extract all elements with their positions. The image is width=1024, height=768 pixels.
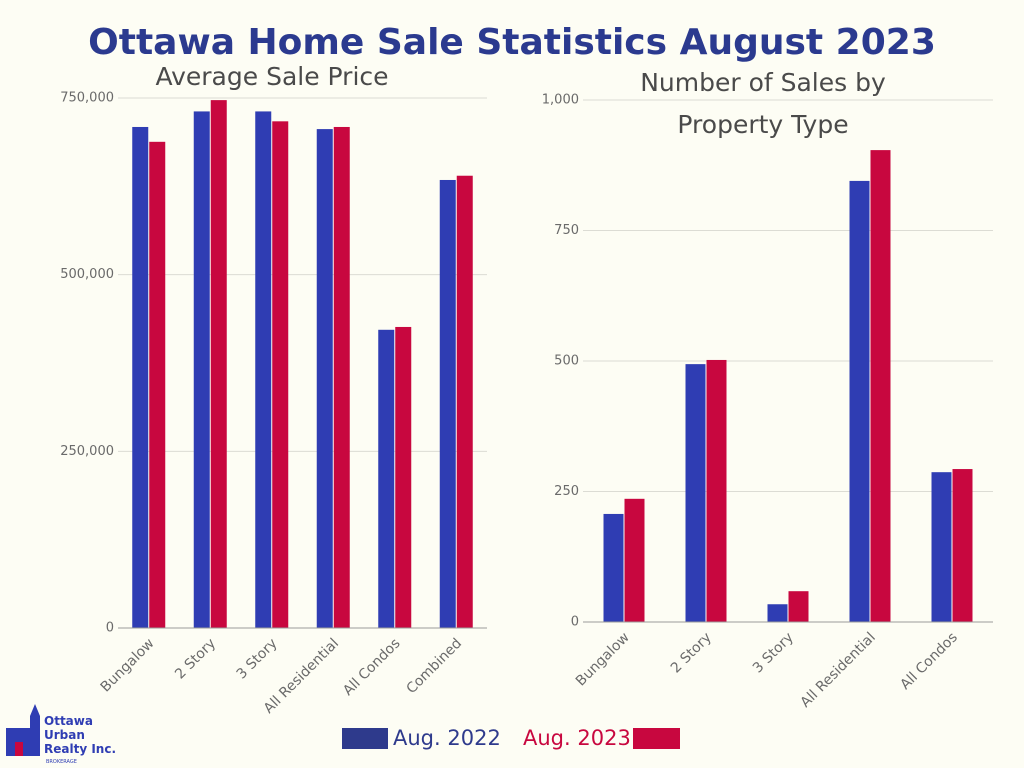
logo-tower	[30, 716, 40, 730]
bar	[395, 326, 412, 628]
bar	[870, 150, 891, 622]
x-tick-label: All Residential	[798, 630, 879, 711]
bar	[603, 513, 624, 622]
x-tick-label: 3 Story	[234, 636, 281, 683]
y-tick-label: 500	[554, 354, 579, 369]
bar	[685, 364, 706, 622]
legend-swatch	[342, 728, 388, 749]
logo-door	[15, 742, 23, 756]
logo: Ottawa Urban Realty Inc. BROKERAGE	[6, 704, 116, 765]
bar	[767, 604, 788, 622]
logo-spire	[30, 704, 40, 716]
x-tick-label: Bungalow	[98, 636, 158, 696]
x-tick-label: All Condos	[897, 630, 960, 693]
bar	[624, 498, 645, 622]
y-tick-label: 750,000	[60, 91, 114, 106]
bar	[255, 111, 272, 629]
bar	[193, 111, 210, 629]
bar	[210, 100, 227, 629]
logo-text: Realty Inc.	[44, 742, 116, 756]
x-tick-label: 2 Story	[172, 636, 219, 683]
bar	[931, 472, 952, 622]
chart-title: Number of Sales by Property Type	[640, 68, 886, 139]
x-tick-label: 2 Story	[668, 630, 715, 677]
bar	[132, 126, 149, 629]
bar	[149, 141, 166, 628]
bar	[272, 121, 289, 628]
y-tick-label: 500,000	[60, 267, 114, 282]
bar	[456, 175, 473, 628]
bar	[316, 129, 333, 629]
legend-swatch	[633, 728, 680, 749]
x-tick-label: 3 Story	[750, 630, 797, 677]
bar	[439, 179, 456, 628]
y-tick-label: 250	[554, 484, 579, 499]
y-tick-label: 1,000	[542, 93, 579, 108]
logo-text: Ottawa	[44, 714, 93, 728]
chart-title: Average Sale Price	[155, 62, 388, 91]
x-tick-label: All Condos	[340, 636, 403, 699]
logo-text: Urban	[44, 728, 85, 742]
chart-title-box: Number of Sales by Property Type	[640, 68, 886, 139]
bar	[706, 359, 727, 622]
page-title: Ottawa Home Sale Statistics August 2023	[88, 22, 936, 63]
bar	[849, 180, 870, 622]
y-tick-label: 0	[571, 615, 579, 630]
legend-label: Aug. 2023	[523, 726, 631, 750]
bar	[333, 126, 350, 629]
bar	[952, 469, 973, 622]
y-tick-label: 250,000	[60, 444, 114, 459]
bar	[788, 591, 809, 622]
x-tick-label: Bungalow	[573, 630, 633, 690]
logo-tagline: BROKERAGE	[46, 759, 77, 765]
legend-label: Aug. 2022	[393, 726, 501, 750]
bar	[378, 329, 395, 628]
y-tick-label: 750	[554, 223, 579, 238]
y-tick-label: 0	[106, 621, 114, 636]
legend: Aug. 2022 Aug. 2023	[342, 726, 680, 750]
x-tick-label: Combined	[403, 636, 465, 698]
